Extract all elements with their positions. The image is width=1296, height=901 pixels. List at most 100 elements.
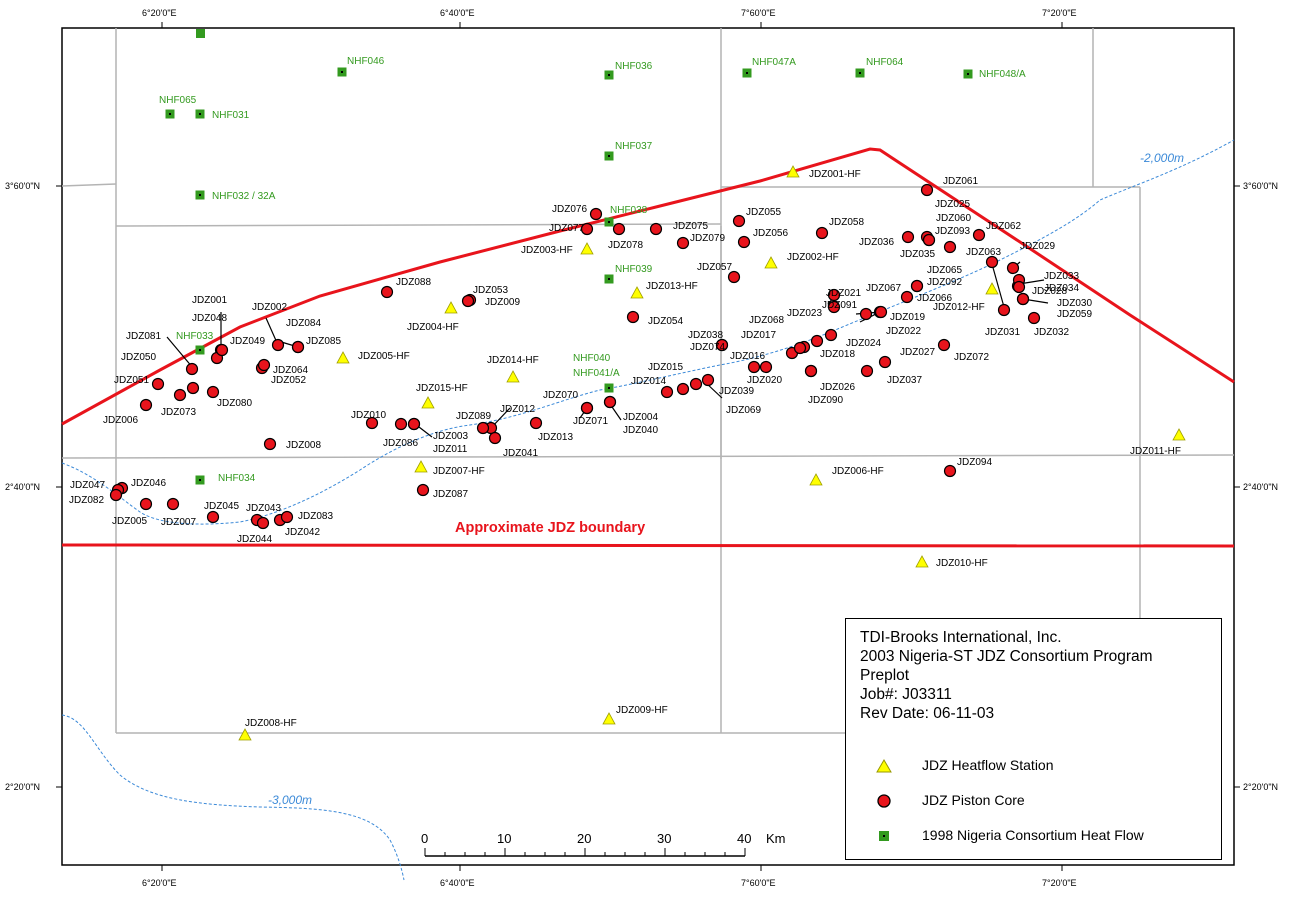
heatflow-marker [238,728,252,741]
piston-core-marker [715,338,729,352]
heatflow-label: JDZ005-HF [358,351,410,362]
piston-core-marker [827,300,841,314]
piston-core-marker [173,388,187,402]
piston-core-marker [1016,292,1030,306]
piston-core-label: JDZ093 [935,226,970,237]
piston-core-label: JDZ075 [673,221,708,232]
nhf-label: NHF034 [218,473,256,484]
piston-core-marker [972,228,986,242]
piston-core-label: JDZ040 [623,425,658,436]
piston-core-marker [900,290,914,304]
piston-core-label: JDZ064 [273,365,308,376]
piston-core-marker [859,307,873,321]
nhf-label: NHF036 [615,61,653,72]
scale-tick-0: 0 [421,831,428,846]
piston-core-marker [827,288,841,302]
lon-tick-bottom-1: 6°20'0"E [142,878,177,888]
piston-core-marker [612,222,626,236]
piston-core-label: JDZ073 [161,407,196,418]
circle-icon [877,794,891,808]
piston-core-marker [737,235,751,249]
nhf-label: NHF064 [866,57,904,68]
piston-core-label: JDZ022 [886,326,921,337]
piston-core-marker [529,416,543,430]
piston-core-marker [747,360,761,374]
piston-core-label: JDZ082 [69,495,104,506]
heatflow-marker [580,242,594,255]
piston-core-marker [271,338,285,352]
piston-core-label: JDZ074 [690,342,725,353]
boundary-title: Approximate JDZ boundary [455,520,645,536]
triangle-icon [876,759,892,773]
legend-program: 2003 Nigeria-ST JDZ Consortium Program [860,648,1153,665]
lat-tick-right-3: 2°20'0"N [1243,782,1278,792]
piston-core-label: JDZ008 [286,440,321,451]
piston-core-label: JDZ001 [192,295,227,306]
piston-core-label: JDZ050 [121,352,156,363]
piston-core-label: JDZ062 [986,221,1021,232]
piston-core-label: JDZ016 [730,351,765,362]
piston-core-label: JDZ089 [456,411,491,422]
piston-core-marker [256,516,270,530]
piston-core-marker [139,497,153,511]
heatflow-label: JDZ010-HF [936,558,988,569]
lat-tick-left-1: 3°60'0"N [5,181,40,191]
lon-tick-top-3: 7°60'0"E [741,8,776,18]
piston-core-label: JDZ090 [808,395,843,406]
heatflow-marker [809,473,823,486]
nhf-marker-dot [608,155,610,157]
scale-tick-40: 40 [737,831,751,846]
piston-core-marker [727,270,741,284]
heatflow-marker [764,256,778,269]
piston-core-label: JDZ045 [204,501,239,512]
legend-label-nhf: 1998 Nigeria Consortium Heat Flow [922,827,1144,843]
piston-core-label: JDZ052 [271,375,306,386]
station-layer: NHF046 NHF036 NHF047A NHF064 NHF048/A NHF065 N… [69,29,1186,741]
piston-core-label: JDZ092 [927,277,962,288]
piston-core-label: JDZ012 [500,404,535,415]
legend-rev: Rev Date: 06-11-03 [860,705,995,722]
piston-core-label: JDZ006 [103,415,138,426]
heatflow-marker [602,712,616,725]
piston-core-label: JDZ027 [900,347,935,358]
piston-core-label: JDZ042 [285,527,320,538]
piston-core-label: JDZ025 [935,199,970,210]
piston-core-label: JDZ011 [433,444,468,455]
piston-core-label: JDZ020 [747,375,782,386]
heatflow-marker [786,165,800,178]
piston-core-label: JDZ084 [286,318,321,329]
nhf-label: NHF048/A [979,69,1026,80]
nhf-label: NHF065 [159,95,197,106]
piston-core-marker [920,183,934,197]
heatflow-label: JDZ001-HF [809,169,861,180]
heatflow-label: JDZ009-HF [616,705,668,716]
lon-tick-bottom-2: 6°40'0"E [440,878,475,888]
legend-label-heatflow: JDZ Heatflow Station [922,757,1054,773]
piston-core-label: JDZ080 [217,398,252,409]
nhf-marker-dot [169,113,171,115]
piston-core-marker [1027,311,1041,325]
piston-core-label: JDZ034 [1044,283,1079,294]
nhf-marker-dot [859,72,861,74]
nhf-label: NHF038 [610,205,648,216]
piston-core-label: JDZ007 [161,517,196,528]
piston-core-label: JDZ049 [230,336,265,347]
piston-core-label: JDZ053 [473,285,508,296]
piston-core-label: JDZ051 [114,375,149,386]
lat-tick-left-3: 2°20'0"N [5,782,40,792]
piston-core-marker [185,362,199,376]
piston-core-label: JDZ056 [753,228,788,239]
heatflow-marker [421,396,435,409]
piston-core-label: JDZ026 [820,382,855,393]
legend-item-heatflow: JDZ Heatflow Station [846,754,1216,778]
piston-core-label: JDZ085 [306,336,341,347]
piston-core-label: JDZ032 [1034,327,1069,338]
piston-core-label: JDZ044 [237,534,272,545]
heatflow-label: JDZ006-HF [832,466,884,477]
nhf-marker-dot [608,74,610,76]
lon-tick-bottom-3: 7°60'0"E [741,878,776,888]
nhf-marker-dot [199,349,201,351]
piston-core-label: JDZ037 [887,375,922,386]
piston-core-label: JDZ004 [623,412,658,423]
piston-core-marker [759,360,773,374]
